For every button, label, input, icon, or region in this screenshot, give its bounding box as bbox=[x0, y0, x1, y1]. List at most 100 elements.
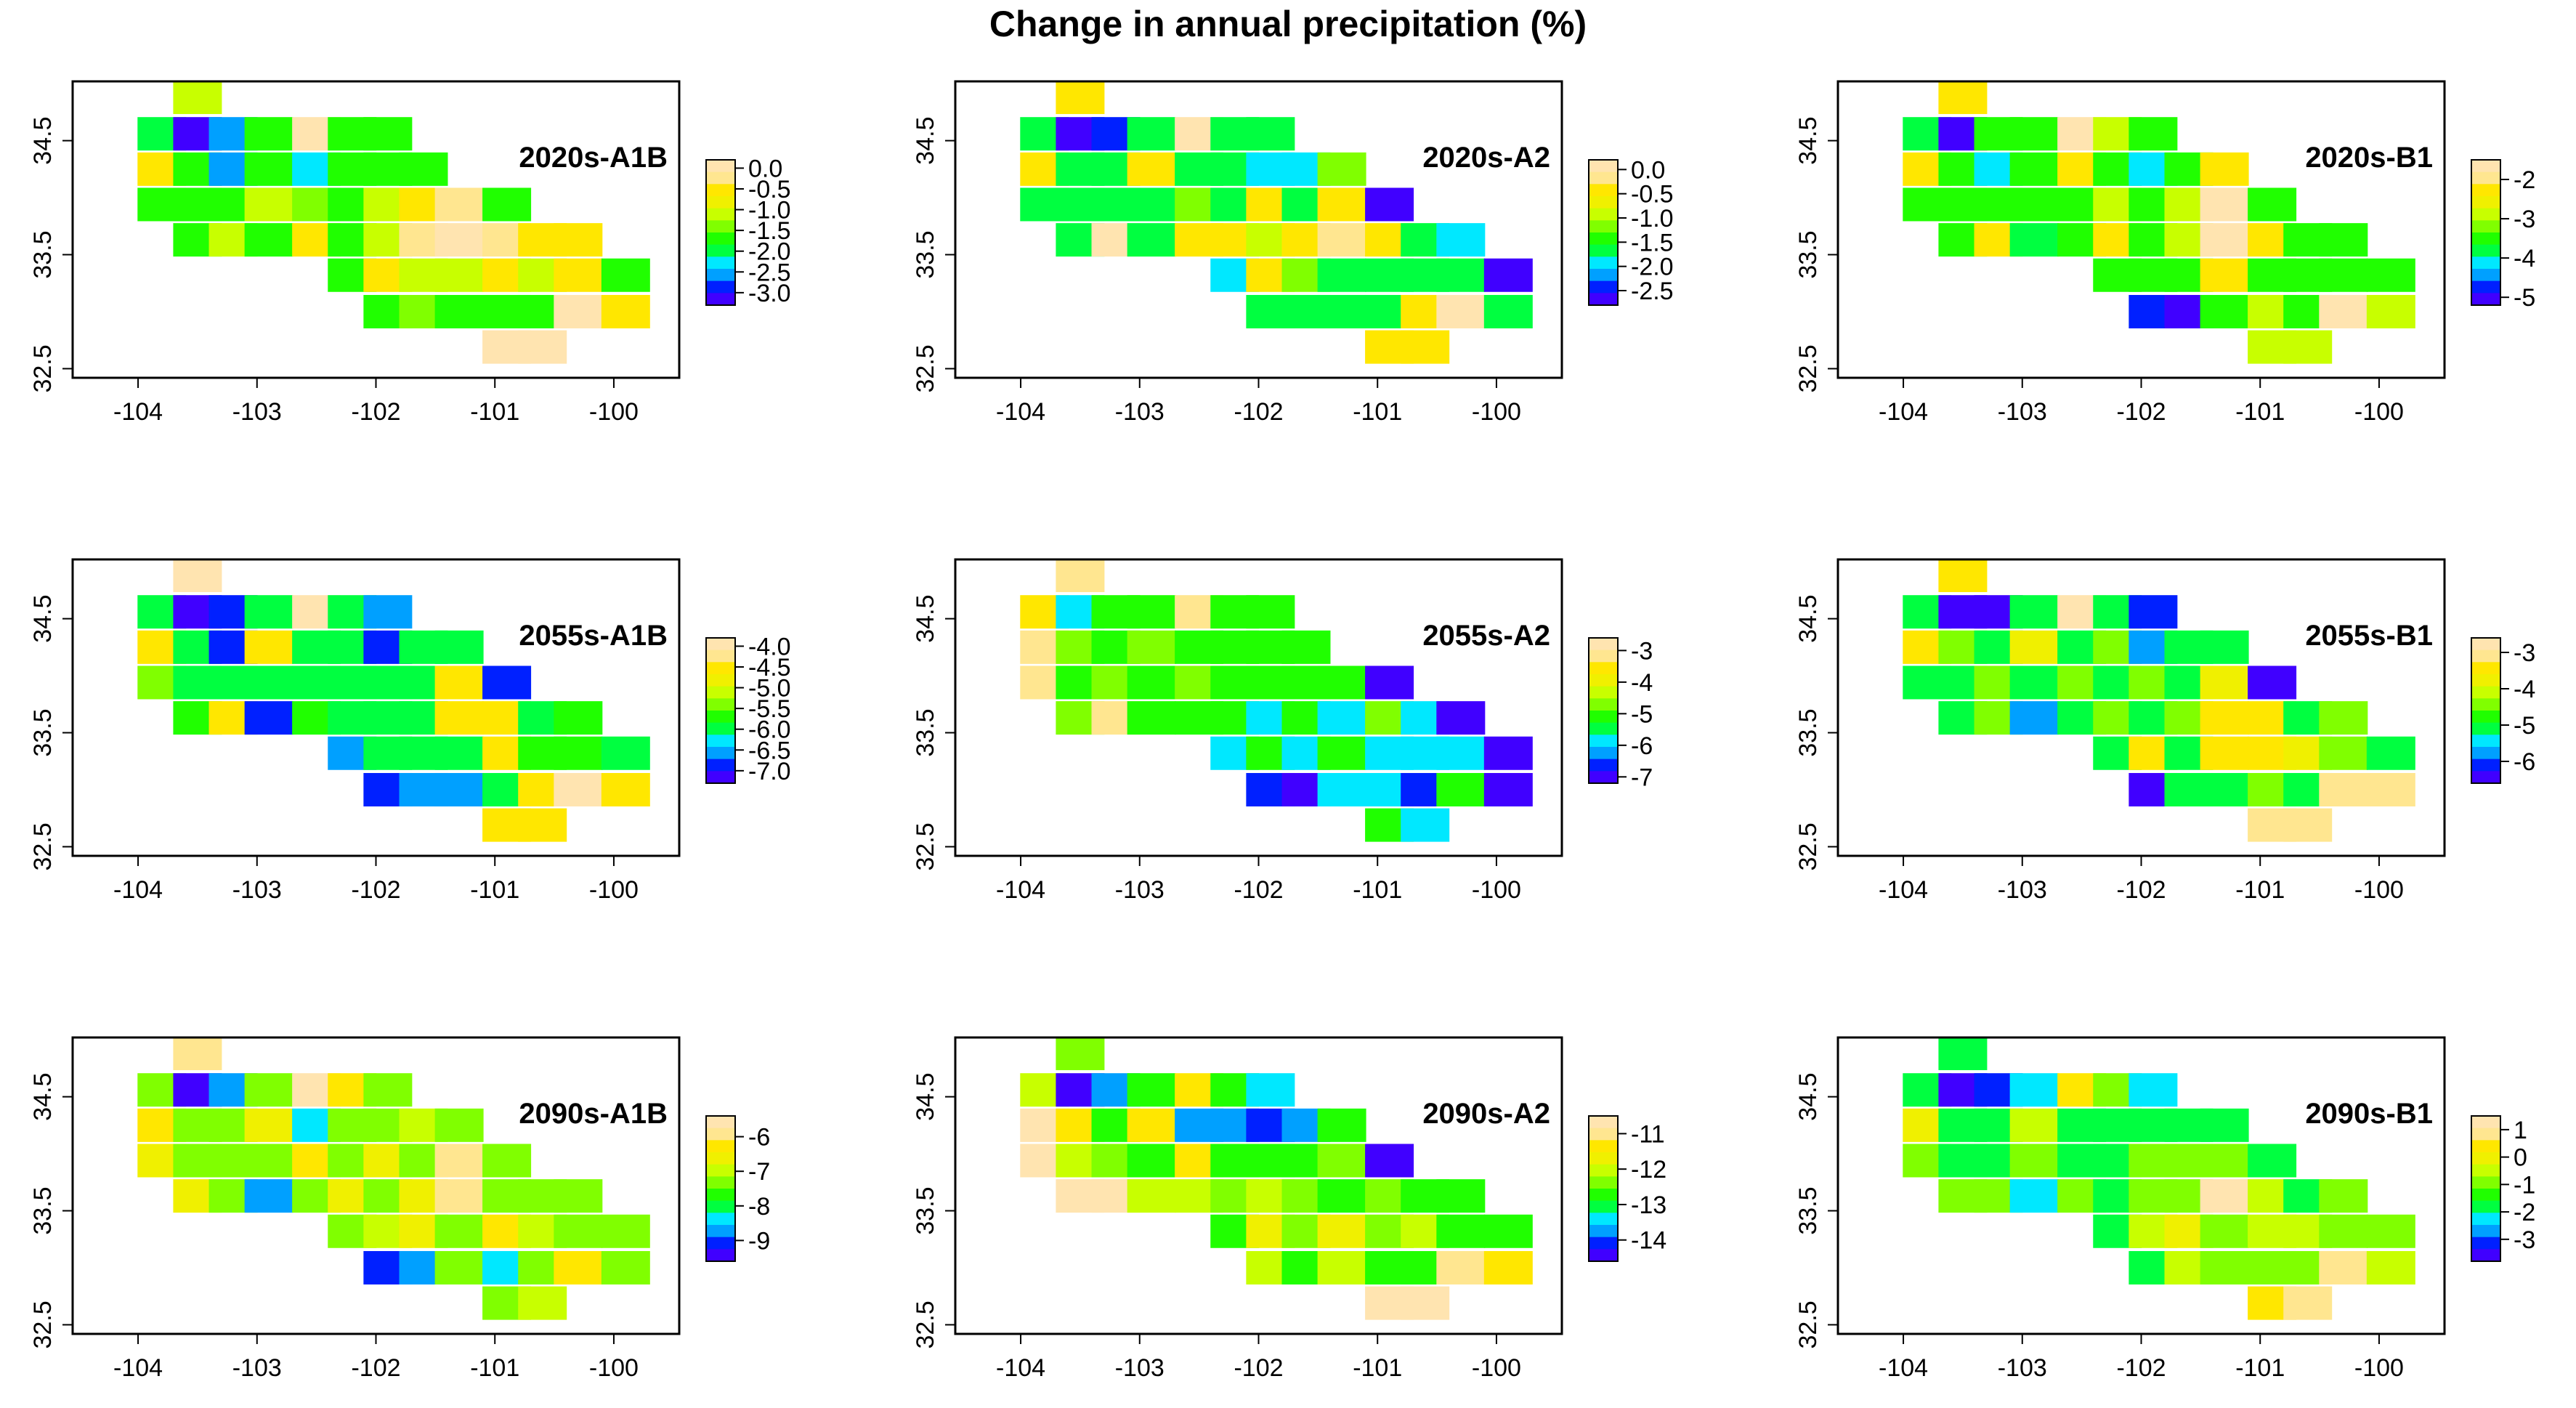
heatmap-cell bbox=[1317, 1108, 1366, 1142]
legend-swatch bbox=[1589, 758, 1618, 772]
heatmap-cell bbox=[1127, 1073, 1176, 1107]
legend-swatch bbox=[1589, 220, 1618, 233]
legend-swatch bbox=[1589, 232, 1618, 246]
legend-swatch bbox=[2471, 196, 2500, 209]
heatmap-cell bbox=[2200, 1214, 2249, 1248]
color-legend: -3 -4 -5 -6 -7 bbox=[1588, 637, 1653, 791]
legend-swatch bbox=[2471, 1116, 2500, 1129]
heatmap-cell bbox=[2009, 701, 2059, 735]
x-tick-label: -101 bbox=[2235, 876, 2285, 904]
legend-swatch bbox=[2471, 1140, 2500, 1153]
heatmap-cell bbox=[2129, 117, 2178, 151]
legend-tick-label: -3 bbox=[2514, 1226, 2535, 1254]
legend-swatch bbox=[2471, 698, 2500, 711]
heatmap-cell bbox=[2248, 1144, 2297, 1178]
legend-swatch bbox=[1589, 1152, 1618, 1165]
legend-frame bbox=[2471, 637, 2501, 784]
legend-swatch bbox=[2471, 1164, 2500, 1177]
legend-swatch bbox=[1589, 735, 1618, 748]
heatmap-cell bbox=[244, 1108, 293, 1142]
heatmap-cell bbox=[1436, 1179, 1486, 1213]
legend-swatch bbox=[2471, 1152, 2500, 1165]
legend-swatch bbox=[1589, 1225, 1618, 1238]
heatmap-cell bbox=[2200, 294, 2249, 328]
legend-swatch bbox=[2471, 1249, 2500, 1262]
heatmap-cell bbox=[1317, 1214, 1366, 1248]
heatmap-cell bbox=[2200, 736, 2249, 770]
heatmap-cell bbox=[434, 1250, 484, 1284]
legend-tick-label: 0.0 bbox=[748, 155, 782, 182]
heatmap-cell bbox=[1127, 665, 1176, 700]
legend-swatch bbox=[2471, 1176, 2500, 1189]
x-tick-label: -101 bbox=[1353, 876, 1402, 904]
x-tick-label: -103 bbox=[1115, 876, 1165, 904]
heatmap-cell bbox=[1317, 223, 1366, 257]
legend-swatch bbox=[1589, 674, 1618, 687]
heatmap-cell bbox=[434, 701, 484, 735]
heatmap-cell bbox=[554, 294, 603, 328]
legend-tick-label: -3 bbox=[2514, 639, 2535, 667]
legend-tick-label: -13 bbox=[1631, 1191, 1666, 1219]
heatmap-cell bbox=[244, 665, 293, 700]
legend-tick-label: -1.5 bbox=[1631, 229, 1674, 256]
heatmap-cell bbox=[2200, 1108, 2249, 1142]
x-tick-label: -104 bbox=[996, 398, 1045, 426]
panel-label: 2020s-A2 bbox=[1422, 142, 1550, 174]
panel-2090s-A2: -104 -103 -102 -101 -100 32.5 33.5 34.5 2090s-A2… bbox=[912, 1036, 1666, 1382]
panel-label: 2055s-A1B bbox=[519, 620, 668, 652]
legend-swatch bbox=[706, 171, 735, 185]
legend-tick-label: -6 bbox=[1631, 732, 1653, 760]
heatmap-cell bbox=[1127, 701, 1176, 735]
heatmap-cell bbox=[2200, 665, 2249, 700]
panel-label: 2055s-A2 bbox=[1422, 620, 1550, 652]
heatmap-cell bbox=[434, 736, 484, 770]
heatmap-cell bbox=[2283, 808, 2333, 842]
y-tick-label: 32.5 bbox=[1794, 344, 1822, 392]
heatmap-cell bbox=[244, 630, 293, 664]
legend-swatch bbox=[2471, 160, 2500, 173]
heatmap-cell bbox=[1483, 1214, 1533, 1248]
heatmap-cell bbox=[2009, 595, 2059, 629]
heatmap-cell bbox=[2319, 1214, 2368, 1248]
legend-swatch bbox=[2471, 1128, 2500, 1141]
x-tick-label: -103 bbox=[232, 398, 282, 426]
legend-tick-label: -12 bbox=[1631, 1156, 1666, 1184]
heatmap-cell bbox=[1056, 1036, 1105, 1070]
legend-tick-label: -4 bbox=[1631, 669, 1653, 697]
x-tick-label: -100 bbox=[1472, 876, 1521, 904]
heatmap-cell bbox=[554, 736, 603, 770]
legend-swatch bbox=[706, 698, 735, 711]
legend-swatch bbox=[2471, 758, 2500, 772]
x-tick-label: -104 bbox=[996, 876, 1045, 904]
x-tick-label: -100 bbox=[589, 1354, 639, 1382]
legend-tick-label: 0.0 bbox=[1631, 156, 1665, 184]
legend-tick-label: -2.5 bbox=[748, 259, 791, 286]
heatmap-cell bbox=[2319, 294, 2368, 328]
heatmap-cell bbox=[399, 152, 448, 186]
heatmap-cell bbox=[363, 1073, 413, 1107]
legend-swatch bbox=[2471, 650, 2500, 663]
panel-2055s-A1B: -104 -103 -102 -101 -100 32.5 33.5 34.5 2055s-A1… bbox=[29, 558, 791, 904]
heatmap-cell bbox=[2319, 1179, 2368, 1213]
legend-swatch bbox=[706, 256, 735, 270]
legend-swatch bbox=[1589, 1164, 1618, 1177]
y-tick-label: 33.5 bbox=[1794, 1186, 1822, 1234]
legend-tick-label: -1 bbox=[2514, 1171, 2535, 1199]
x-tick-label: -101 bbox=[1353, 1354, 1402, 1382]
x-tick-label: -100 bbox=[589, 876, 639, 904]
y-tick-label: 33.5 bbox=[912, 708, 939, 756]
legend-swatch bbox=[1589, 1116, 1618, 1129]
legend-swatch bbox=[706, 638, 735, 651]
y-tick-label: 34.5 bbox=[1794, 1073, 1822, 1121]
legend-swatch bbox=[706, 722, 735, 735]
heatmap-cell bbox=[2200, 258, 2249, 292]
legend-swatch bbox=[706, 711, 735, 724]
heatmap-cell bbox=[554, 1214, 603, 1248]
heatmap-cell bbox=[554, 701, 603, 735]
heatmap-cell bbox=[2319, 701, 2368, 735]
x-tick-label: -103 bbox=[1115, 1354, 1165, 1382]
heatmap-cell bbox=[2200, 1179, 2249, 1213]
heatmap-cell bbox=[482, 665, 532, 700]
color-legend: -6 -7 -8 -9 bbox=[705, 1115, 770, 1262]
heatmap-cell bbox=[554, 223, 603, 257]
